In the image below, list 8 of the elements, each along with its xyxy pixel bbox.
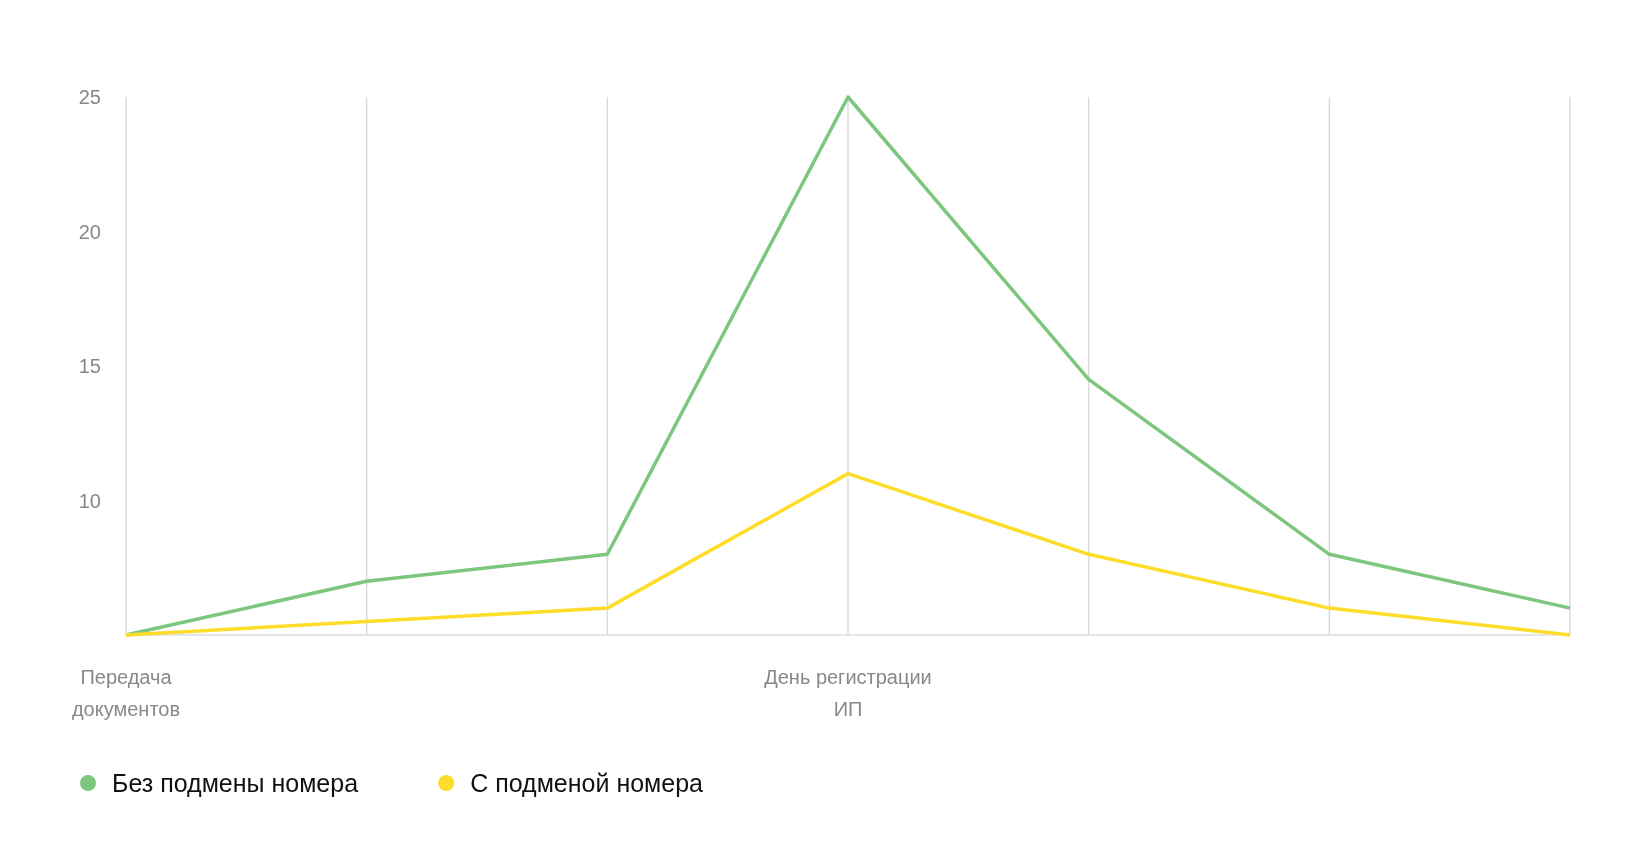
y-tick-label: 15 [78, 355, 101, 377]
legend-label: С подменой номера [470, 768, 704, 797]
y-tick-label: 20 [78, 220, 101, 243]
x-tick-label: День регистрации ИП [764, 666, 932, 720]
y-tick-label: 10 [78, 489, 101, 512]
y-tick-label: 25 [78, 86, 101, 108]
x-tick-label: Передача документов [71, 666, 181, 720]
legend-label: Без подмены номера [112, 768, 359, 797]
